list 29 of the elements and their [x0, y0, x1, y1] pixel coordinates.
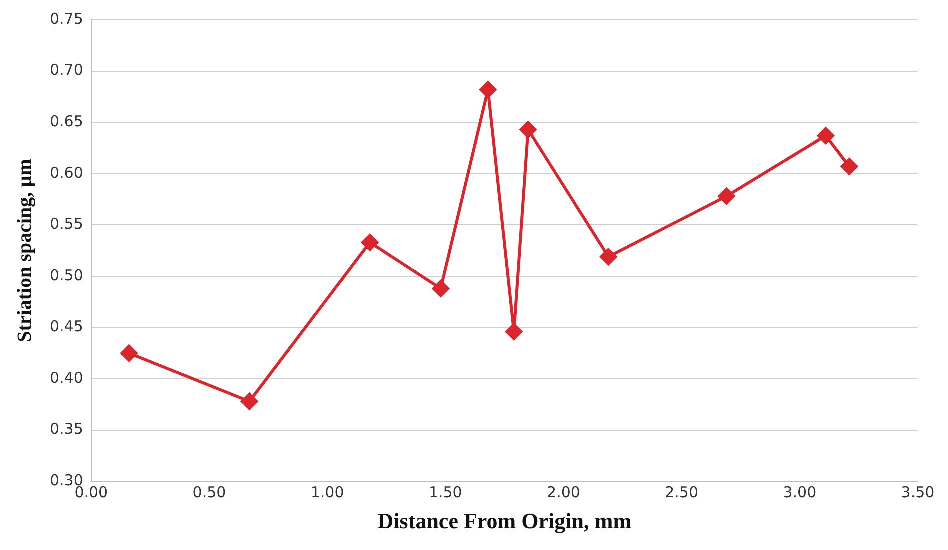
y-tick-label: 0.70	[50, 61, 84, 80]
point	[362, 234, 379, 252]
y-tick-label: 0.45	[50, 318, 84, 336]
y-tick-label: 0.65	[50, 112, 84, 130]
x-tick-label: 2.00	[547, 483, 580, 502]
point	[718, 188, 736, 205]
x-tick-label: 3.00	[783, 483, 817, 502]
x-tick-label: 0.50	[192, 483, 226, 502]
y-tick-label: 0.40	[50, 368, 84, 387]
point	[506, 323, 523, 340]
point	[600, 248, 618, 266]
point	[817, 127, 834, 144]
y-axis-title: Striation spacing, µm	[14, 158, 36, 342]
point	[841, 158, 858, 176]
point	[241, 393, 258, 410]
x-tick-label: 3.50	[901, 483, 935, 502]
point	[432, 280, 450, 298]
point	[480, 81, 497, 98]
x-tick-label: 2.50	[665, 483, 699, 502]
y-tick-label: 0.75	[50, 10, 84, 28]
y-tick-label: 0.60	[50, 164, 84, 182]
y-tick-label: 0.35	[50, 420, 84, 438]
x-tick-label: 1.00	[310, 483, 344, 502]
x-axis-title: Distance From Origin, mm	[378, 508, 632, 534]
y-tick-label: 0.50	[50, 266, 84, 284]
x-tick-label: 1.50	[428, 483, 462, 502]
point	[120, 344, 138, 362]
point	[520, 121, 537, 138]
y-tick-label: 0.55	[50, 215, 84, 234]
